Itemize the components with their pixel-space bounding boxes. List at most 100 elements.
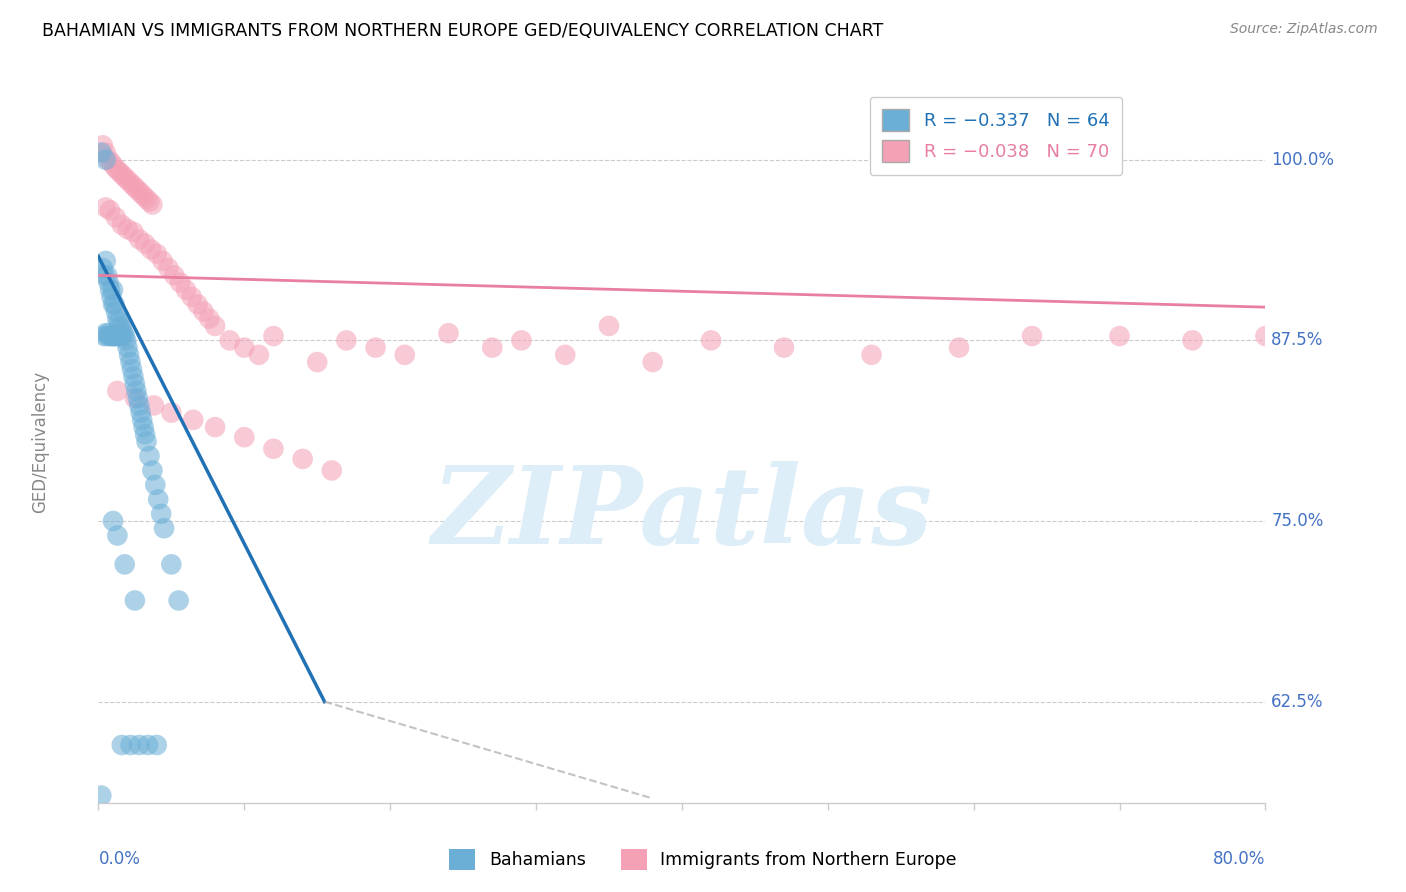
- Point: [700, 334, 723, 348]
- Point: [115, 171, 138, 186]
- Point: [174, 283, 197, 297]
- Point: [135, 434, 157, 449]
- Point: [94, 153, 117, 167]
- Point: [641, 355, 664, 369]
- Point: [93, 268, 115, 283]
- Point: [138, 449, 160, 463]
- Point: [233, 430, 256, 444]
- Text: Source: ZipAtlas.com: Source: ZipAtlas.com: [1230, 22, 1378, 37]
- Point: [132, 189, 155, 203]
- Point: [93, 329, 115, 343]
- Point: [91, 261, 114, 276]
- Point: [157, 261, 180, 276]
- Point: [860, 348, 883, 362]
- Point: [321, 463, 343, 477]
- Point: [187, 297, 209, 311]
- Point: [1181, 334, 1204, 348]
- Point: [103, 160, 125, 174]
- Point: [117, 341, 139, 355]
- Point: [104, 304, 127, 318]
- Point: [233, 341, 256, 355]
- Point: [160, 558, 183, 572]
- Point: [98, 283, 121, 297]
- Point: [1021, 329, 1043, 343]
- Point: [139, 243, 162, 257]
- Point: [105, 311, 128, 326]
- Point: [110, 329, 132, 343]
- Text: ZIPatlas: ZIPatlas: [432, 461, 932, 566]
- Point: [167, 593, 190, 607]
- Point: [120, 355, 142, 369]
- Point: [554, 348, 576, 362]
- Point: [193, 304, 215, 318]
- Point: [111, 329, 134, 343]
- Point: [98, 203, 121, 218]
- Point: [153, 521, 176, 535]
- Point: [142, 399, 165, 413]
- Point: [98, 329, 121, 343]
- Point: [124, 376, 146, 391]
- Point: [105, 329, 128, 343]
- Point: [90, 789, 112, 803]
- Point: [948, 341, 970, 355]
- Point: [91, 138, 114, 153]
- Point: [96, 268, 118, 283]
- Point: [100, 290, 122, 304]
- Point: [128, 232, 150, 246]
- Point: [141, 197, 163, 211]
- Point: [335, 334, 357, 348]
- Point: [307, 355, 329, 369]
- Point: [124, 391, 146, 405]
- Point: [204, 318, 226, 333]
- Point: [125, 384, 148, 398]
- Text: 100.0%: 100.0%: [1271, 151, 1334, 169]
- Point: [103, 329, 125, 343]
- Point: [112, 326, 135, 341]
- Point: [128, 399, 150, 413]
- Point: [394, 348, 416, 362]
- Point: [146, 246, 169, 260]
- Point: [103, 297, 125, 311]
- Point: [110, 318, 132, 333]
- Point: [101, 329, 124, 343]
- Text: 62.5%: 62.5%: [1271, 693, 1323, 711]
- Point: [127, 183, 149, 197]
- Point: [204, 420, 226, 434]
- Point: [101, 283, 124, 297]
- Point: [364, 341, 387, 355]
- Point: [97, 326, 120, 341]
- Point: [118, 348, 141, 362]
- Point: [148, 492, 170, 507]
- Point: [94, 201, 117, 215]
- Point: [124, 593, 146, 607]
- Point: [101, 297, 124, 311]
- Point: [124, 180, 146, 194]
- Point: [94, 145, 117, 160]
- Point: [104, 211, 127, 225]
- Point: [169, 276, 191, 290]
- Point: [111, 218, 134, 232]
- Point: [291, 451, 314, 466]
- Point: [160, 406, 183, 420]
- Point: [262, 329, 284, 343]
- Point: [198, 311, 221, 326]
- Point: [111, 738, 134, 752]
- Point: [481, 341, 503, 355]
- Point: [110, 166, 132, 180]
- Point: [138, 194, 160, 209]
- Text: 75.0%: 75.0%: [1271, 512, 1323, 530]
- Point: [117, 222, 139, 236]
- Point: [163, 268, 186, 283]
- Point: [105, 528, 128, 542]
- Point: [143, 478, 166, 492]
- Point: [114, 558, 136, 572]
- Point: [131, 413, 153, 427]
- Point: [90, 145, 112, 160]
- Point: [598, 318, 620, 333]
- Text: BAHAMIAN VS IMMIGRANTS FROM NORTHERN EUROPE GED/EQUIVALENCY CORRELATION CHART: BAHAMIAN VS IMMIGRANTS FROM NORTHERN EUR…: [42, 22, 883, 40]
- Point: [146, 738, 169, 752]
- Point: [101, 514, 124, 528]
- Point: [510, 334, 533, 348]
- Point: [135, 192, 157, 206]
- Point: [127, 391, 149, 405]
